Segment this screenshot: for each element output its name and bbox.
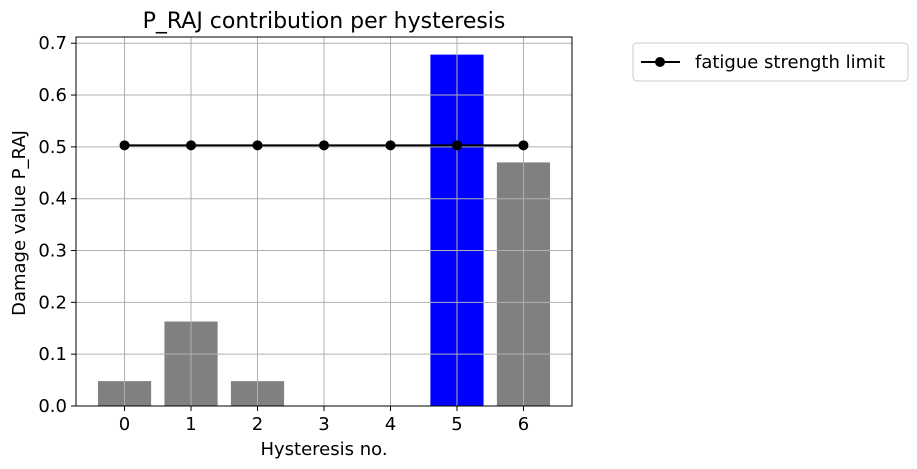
legend-label: fatigue strength limit [695,52,885,73]
x-tick-label-2: 2 [252,414,263,435]
y-tick-label-0.3: 0.3 [38,241,67,262]
y-tick-label-0.0: 0.0 [38,396,67,417]
series-point-0 [119,140,130,151]
series-point-3 [319,140,329,151]
plot-area: 0 1 2 3 4 5 6 0.0 0.1 0.2 0.3 0.4 0.5 0.6 0.7 [38,33,573,435]
series-point-6 [518,140,529,151]
x-axis-label: Hysteresis no. [260,439,387,460]
legend-marker [655,57,665,67]
x-tick-label-0: 0 [119,414,130,435]
series-point-4 [385,140,396,151]
y-tick-label-0.2: 0.2 [38,292,67,313]
y-axis-label: Damage value P_RAJ [9,130,30,316]
x-tick-label-4: 4 [385,414,396,435]
x-tick-label-1: 1 [185,414,196,435]
y-tick-label-0.6: 0.6 [38,85,67,106]
y-tick-label-0.1: 0.1 [38,344,67,365]
series-point-2 [252,140,263,151]
x-tick-label-3: 3 [318,414,329,435]
y-tick-label-0.7: 0.7 [38,33,67,54]
series-point-5 [451,140,462,151]
legend-box [632,42,909,82]
x-tick-label-6: 6 [518,414,529,435]
x-tick-label-5: 5 [451,414,462,435]
legend: fatigue strength limit [632,42,909,82]
chart-title: P_RAJ contribution per hysteresis [143,9,506,34]
y-tick-label-0.4: 0.4 [38,189,67,210]
series-point-1 [186,140,197,151]
y-tick-label-0.5: 0.5 [38,137,67,158]
